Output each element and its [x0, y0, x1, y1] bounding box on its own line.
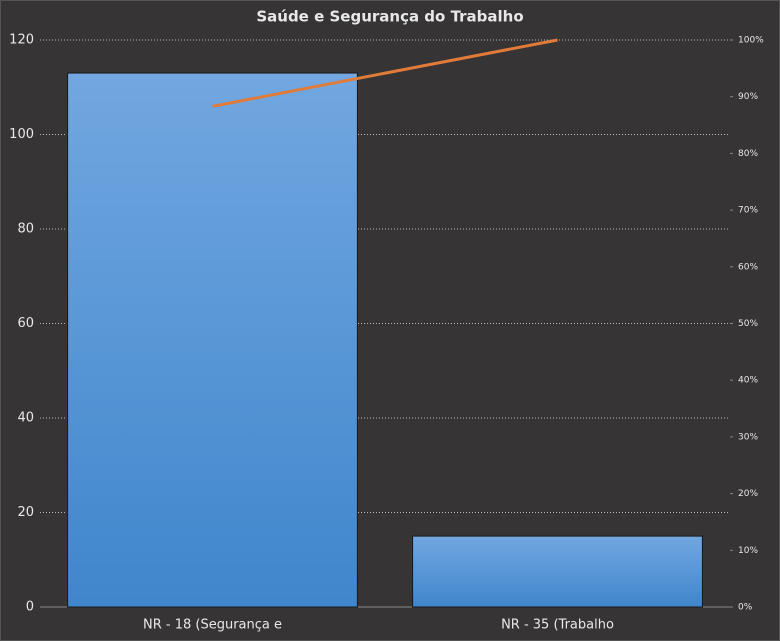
y2-tick-label: 80%	[738, 149, 758, 159]
y-tick-label: 100	[9, 127, 34, 142]
x-tick-label: NR - 18 (Segurança e	[143, 618, 282, 633]
y2-tick-label: 0%	[738, 603, 753, 613]
y2-tick-label: 40%	[738, 376, 758, 386]
chart-title: Saúde e Segurança do Trabalho	[256, 8, 523, 26]
y2-tick-label: 100%	[738, 36, 764, 46]
y-tick-label: 120	[9, 33, 34, 48]
y-tick-label: 20	[17, 505, 34, 520]
bar	[67, 72, 358, 608]
y2-tick-label: 20%	[738, 489, 758, 499]
y2-tick-label: 30%	[738, 432, 758, 442]
y2-tick-label: 70%	[738, 206, 758, 216]
line	[212, 38, 558, 108]
y-tick-label: 60	[17, 316, 34, 331]
y-tick-label: 40	[17, 411, 34, 426]
y2-tick-label: 50%	[738, 319, 758, 329]
y2-tick-label: 90%	[738, 92, 758, 102]
x-tick-label: NR - 35 (Trabalho	[501, 618, 614, 633]
y-tick-label: 0	[26, 600, 34, 615]
y-tick-label: 80	[17, 222, 34, 237]
y2-tick-label: 10%	[738, 546, 758, 556]
bar	[412, 535, 703, 608]
y2-tick-label: 60%	[738, 262, 758, 272]
